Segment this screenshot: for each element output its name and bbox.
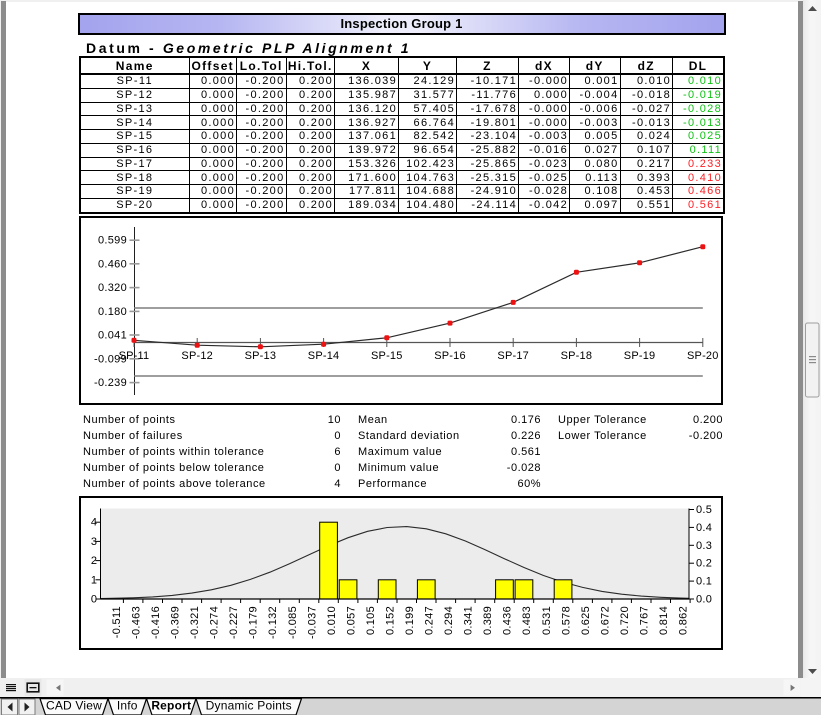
svg-text:Report: Report	[151, 699, 191, 713]
svg-text:CAD View: CAD View	[46, 699, 102, 713]
svg-text:Dynamic Points: Dynamic Points	[206, 699, 292, 713]
svg-text:Info: Info	[117, 699, 138, 713]
